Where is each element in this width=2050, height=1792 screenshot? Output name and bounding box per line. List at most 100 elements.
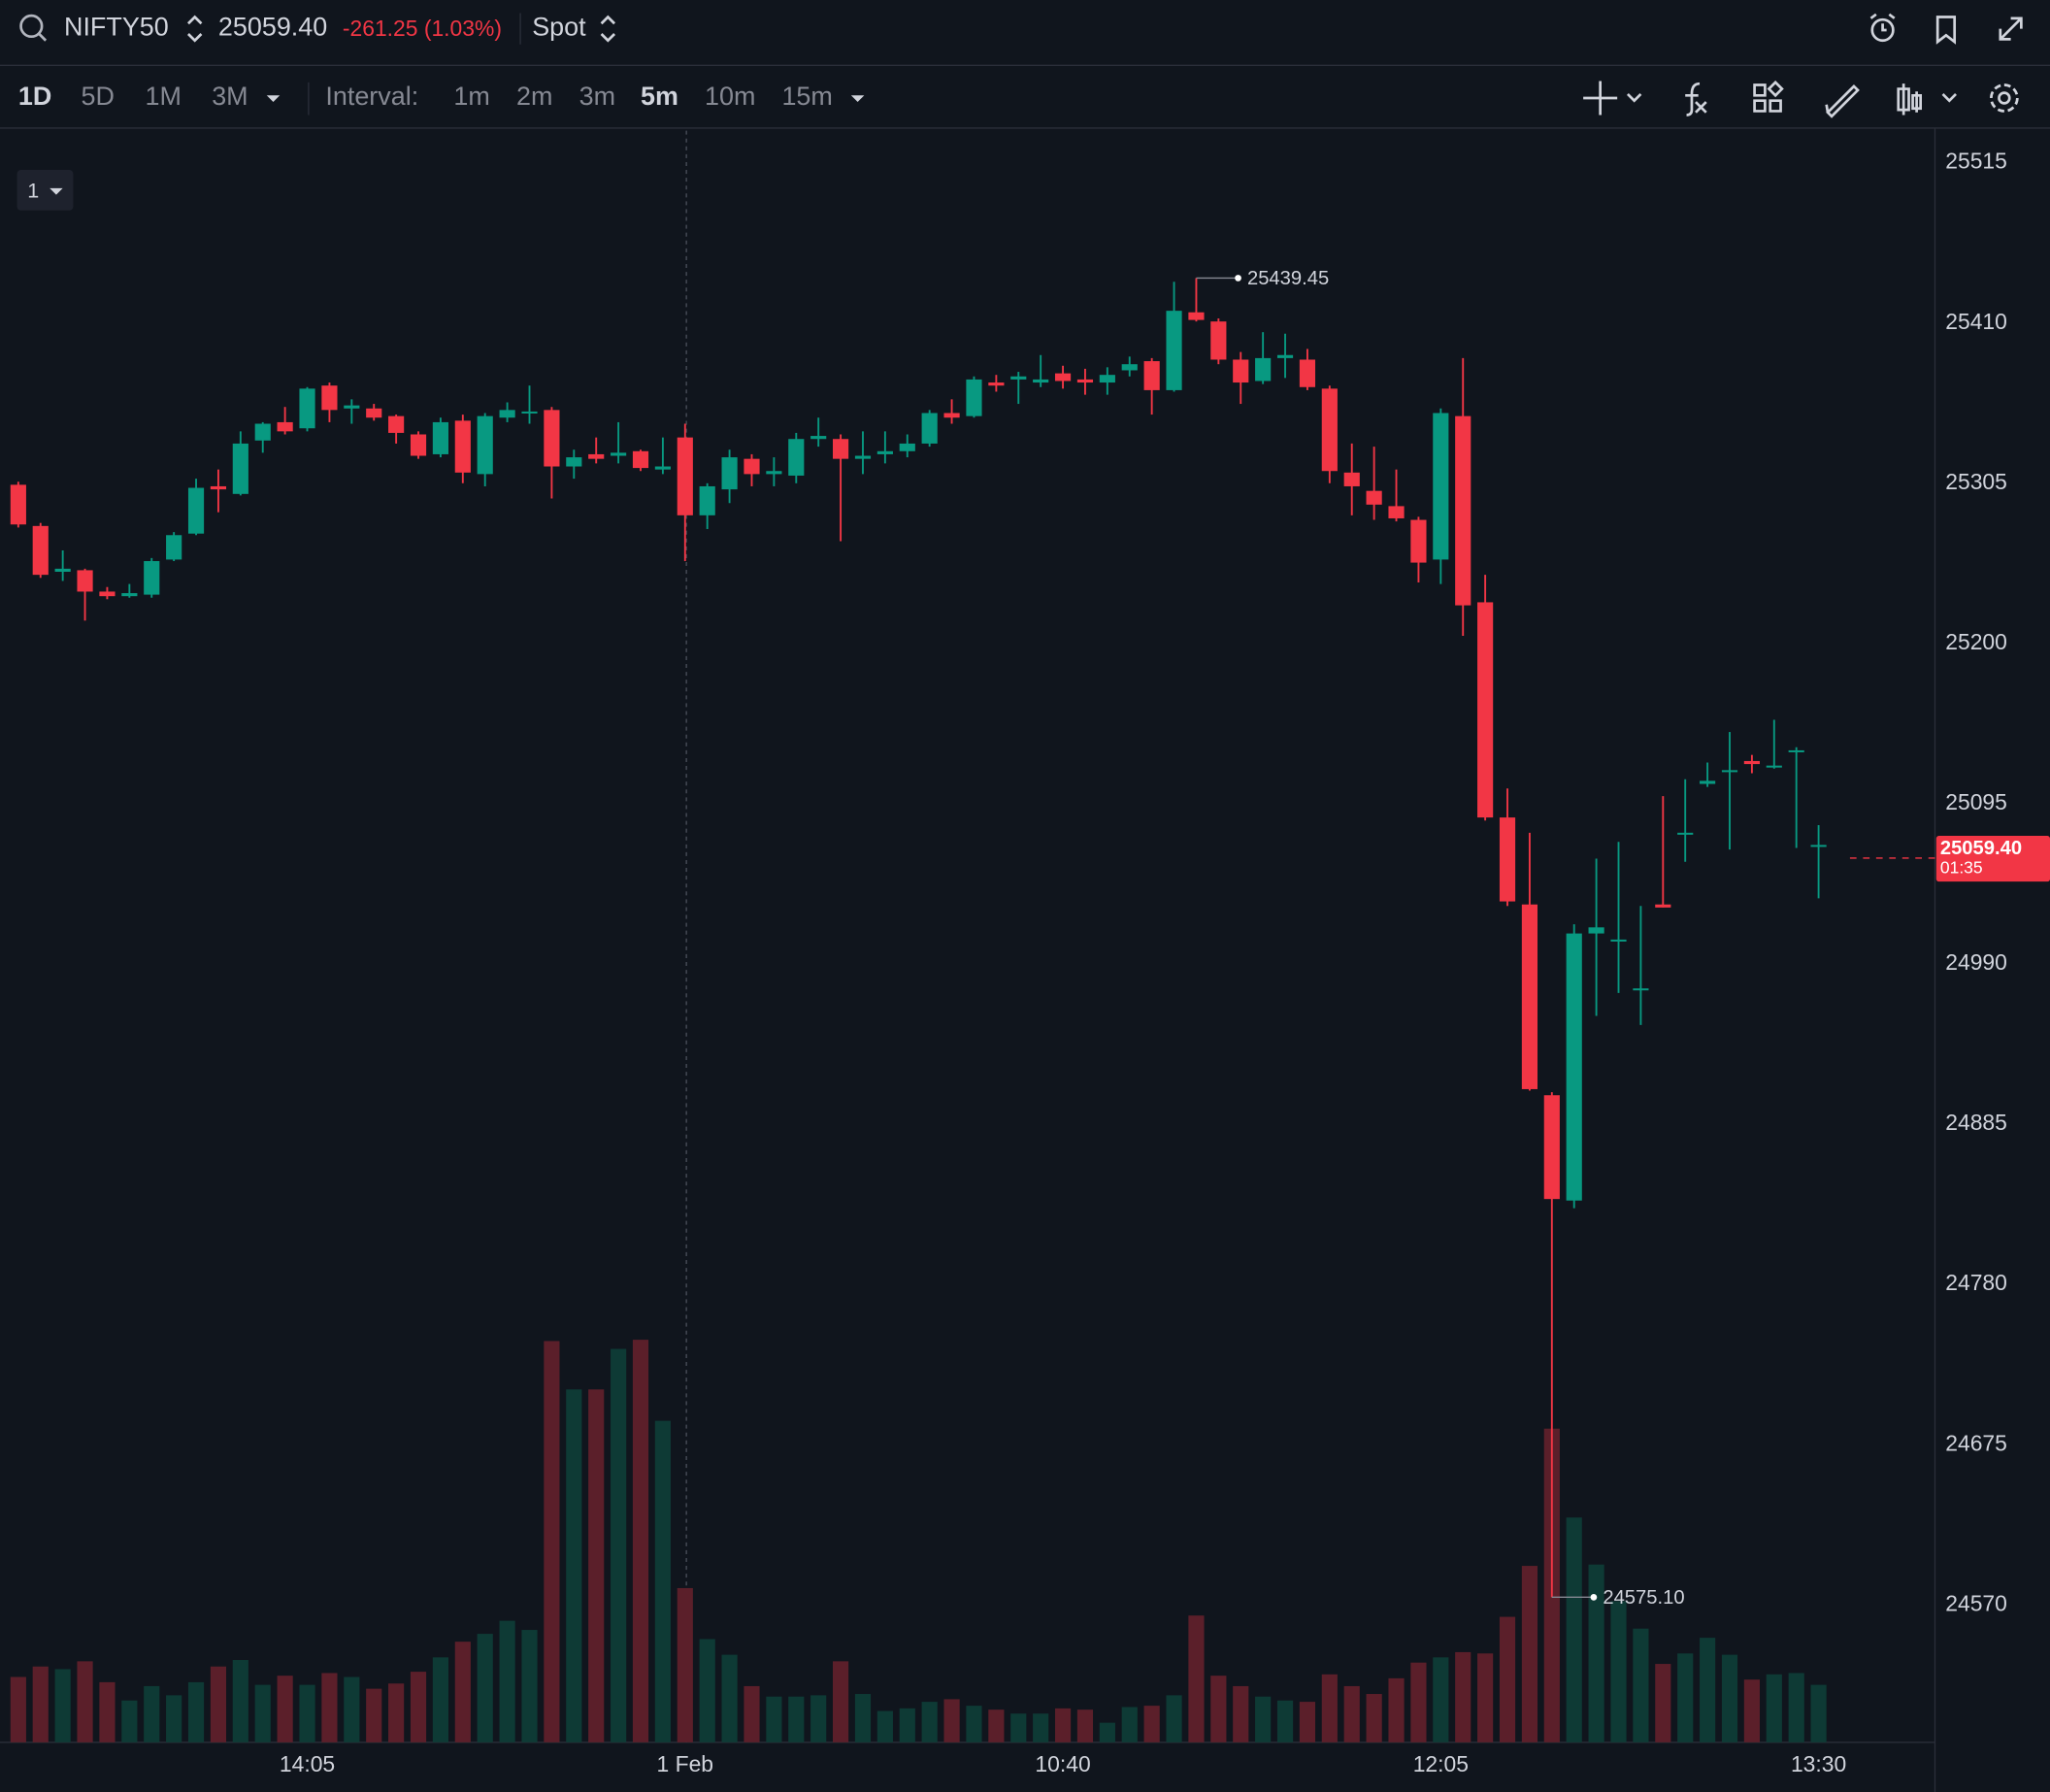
volume-bar [788, 1696, 805, 1742]
caret[interactable] [850, 95, 865, 103]
candle-body [32, 525, 49, 576]
caret[interactable] [266, 95, 281, 103]
indicator-icon[interactable] [1685, 82, 1707, 116]
candle-body [899, 443, 915, 451]
candle-body [187, 487, 205, 534]
volume-bar [1788, 1673, 1804, 1742]
high-dot [1235, 275, 1241, 282]
interval-button[interactable]: 5m [641, 82, 678, 111]
range-button[interactable]: 5D [82, 82, 115, 111]
candle-body [588, 453, 605, 459]
x-tick-label: 1 Feb [657, 1751, 714, 1776]
range-button[interactable]: 1M [146, 82, 182, 111]
candle-body [388, 415, 405, 433]
candle-body [988, 382, 1005, 386]
volume-bar [1099, 1722, 1115, 1742]
volume-bar [1276, 1700, 1294, 1742]
mode-switch[interactable] [600, 15, 616, 43]
volume-bar [1233, 1685, 1249, 1742]
candle-body [54, 568, 71, 572]
pane-label[interactable]: 1 [27, 180, 39, 203]
candle-body [1677, 832, 1694, 835]
interval-button[interactable]: 2m [516, 82, 552, 111]
volume-bar [1366, 1694, 1382, 1742]
volume-bar [1121, 1707, 1138, 1742]
candle-body [232, 443, 248, 494]
crosshair-icon[interactable] [1583, 81, 1642, 116]
candle-body [1410, 519, 1427, 563]
candle-body [921, 413, 938, 444]
volume-bar [499, 1620, 515, 1742]
volume-bar [1010, 1713, 1027, 1742]
interval-button[interactable]: 10m [705, 82, 755, 111]
range-button[interactable]: 3M [212, 82, 248, 111]
volume-bar [1033, 1713, 1049, 1742]
y-tick-label: 24990 [1945, 949, 2007, 975]
fullscreen-icon[interactable] [1999, 17, 2023, 41]
range-button[interactable]: 1D [18, 82, 51, 111]
volume-bar [1610, 1601, 1627, 1742]
volume-bar [1521, 1566, 1538, 1742]
low-dot [1590, 1593, 1598, 1601]
settings-icon[interactable] [1990, 83, 2019, 113]
candle-body [1121, 364, 1138, 371]
candle-body [1610, 939, 1627, 942]
chart-type-icon[interactable] [1897, 83, 1957, 116]
interval-button[interactable]: 15m [781, 82, 832, 111]
volume-bar [1700, 1638, 1716, 1742]
candle-body [833, 439, 849, 459]
candle-body [566, 457, 582, 467]
volume-bar [1321, 1674, 1338, 1742]
candle-body [1655, 904, 1671, 908]
candle-body [1388, 506, 1405, 518]
volume-bar [477, 1634, 493, 1742]
alarm-icon[interactable] [1869, 13, 1896, 43]
candle-body [210, 485, 227, 490]
volume-bar [1076, 1709, 1094, 1742]
volume-bar [677, 1587, 693, 1742]
candle-body [1521, 904, 1538, 1089]
volume-bar [187, 1681, 205, 1742]
symbol-switch[interactable] [187, 15, 203, 43]
candle-body [1566, 933, 1582, 1201]
candle-body [1499, 817, 1516, 902]
candle-body [277, 421, 293, 432]
volume-bar [99, 1681, 116, 1742]
templates-icon[interactable] [1753, 80, 1784, 113]
low-label: 24575.10 [1603, 1587, 1684, 1609]
symbol[interactable]: NIFTY50 [64, 13, 169, 42]
volume-bar [366, 1688, 382, 1742]
volume-bar [321, 1673, 338, 1742]
volume-bar [611, 1348, 627, 1742]
bookmark-icon[interactable] [1935, 16, 1957, 45]
volume-bar [1655, 1664, 1671, 1742]
candle-body [1033, 379, 1049, 383]
candle-body [744, 458, 760, 475]
volume-bar [1743, 1679, 1760, 1742]
candle-body [432, 421, 448, 454]
candle-body [544, 410, 560, 467]
volume-bar [1299, 1702, 1316, 1742]
candle-body [766, 471, 782, 475]
candle-body [1210, 321, 1227, 360]
y-tick-label: 25200 [1945, 629, 2007, 654]
x-tick-label: 12:05 [1413, 1751, 1469, 1776]
candle-body [499, 410, 515, 418]
y-tick-label: 24885 [1945, 1110, 2007, 1135]
y-tick-label: 25095 [1945, 789, 2007, 814]
pane-button[interactable] [17, 170, 74, 211]
drawing-icon[interactable] [1825, 83, 1860, 118]
mode[interactable]: Spot [532, 13, 586, 42]
volume-bar [1566, 1517, 1582, 1742]
candle-body [1588, 927, 1604, 934]
volume-bar [299, 1684, 315, 1742]
interval-button[interactable]: 1m [453, 82, 489, 111]
volume-bar [1810, 1684, 1827, 1742]
volume-bar [277, 1676, 293, 1742]
volume-bar [1588, 1564, 1604, 1742]
interval-button[interactable]: 3m [579, 82, 615, 111]
search-icon[interactable] [19, 14, 48, 42]
candle-body [1543, 1095, 1560, 1200]
volume-bar [1677, 1653, 1694, 1742]
